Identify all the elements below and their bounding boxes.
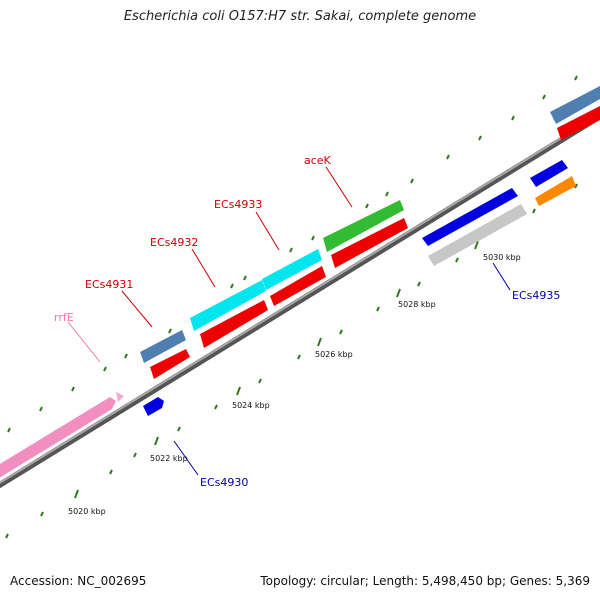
topology-text: Topology: circular; Length: 5,498,450 bp… [260,574,590,588]
kbp-label: 5020 kbp [68,507,106,516]
feature-blue-reverse-small[interactable] [530,160,568,187]
tick-mark [542,94,546,100]
feature-red-cds[interactable] [150,349,190,379]
accession-text: Accession: NC_002695 [10,574,147,588]
leader-ECs4935 [492,262,511,291]
reverse-strand-features [143,160,576,416]
tick-mark [168,328,172,334]
leader-ECs4933 [255,211,280,251]
tick-mark [417,281,421,287]
label-ECs4933: ECs4933 [214,198,262,211]
tick-mark [71,386,75,392]
label-ECs4931: ECs4931 [85,278,133,291]
tick-mark [214,404,218,410]
leader-ECs4932 [191,248,216,288]
feature-orange-reverse[interactable] [535,176,576,206]
feature-ECs4932[interactable] [190,280,266,331]
tick-mark [478,135,482,141]
feature-unlabeled-outer-right[interactable] [550,86,600,124]
tick-mark [7,427,11,433]
forward-strand-features [0,86,600,480]
kbp-label: 5026 kbp [315,350,353,359]
tick-mark [446,154,450,160]
feature-red-cds[interactable] [200,300,268,348]
label-rrfE: rrfE [54,311,74,324]
feature-red-cds[interactable] [331,218,408,268]
kbp-label: 5030 kbp [483,253,521,262]
label-ECs4935: ECs4935 [512,289,560,302]
feature-red-cds[interactable] [270,266,326,306]
outer-tick-ring [7,75,578,433]
tick-mark [133,452,137,458]
tick-mark [410,178,414,184]
feature-blue-reverse[interactable] [422,188,518,246]
tick-mark [339,329,343,335]
tick-mark [532,208,536,214]
tick-mark [574,75,578,81]
tick-mark [474,240,479,250]
inner-tick-ring [5,183,578,539]
tick-mark [124,353,128,359]
kbp-label: 5028 kbp [398,300,436,309]
tick-mark [365,203,369,209]
tick-mark [39,406,43,412]
kbp-scale-labels: 5020 kbp 5022 kbp 5024 kbp 5026 kbp 5028… [68,253,521,516]
label-leaders [67,166,511,476]
kbp-label: 5024 kbp [232,401,270,410]
tick-mark [5,533,9,539]
leader-rrfE [67,321,101,363]
tick-mark [396,288,401,298]
genome-backbone [0,112,600,489]
tick-mark [154,436,159,446]
feature-rrfE-end[interactable] [116,392,124,402]
kbp-label: 5022 kbp [150,454,188,463]
tick-mark [289,247,293,253]
tick-mark [258,378,262,384]
leader-aceK [325,166,353,208]
tick-mark [455,257,459,263]
feature-red-cds[interactable] [557,106,600,140]
genome-backbone-highlight [0,113,600,484]
feature-aceK[interactable] [323,200,404,252]
label-ECs4932: ECs4932 [150,236,198,249]
tick-mark [236,386,241,396]
tick-mark [74,489,79,499]
tick-mark [376,306,380,312]
page-title: Escherichia coli O157:H7 str. Sakai, com… [123,9,477,24]
label-ECs4930: ECs4930 [200,476,248,489]
feature-ECs4933[interactable] [262,249,322,290]
tick-mark [230,283,234,289]
tick-mark [109,469,113,475]
feature-rrfE[interactable] [0,397,116,480]
forward-cds-red-lane [150,106,600,379]
tick-mark [177,426,181,432]
tick-mark [511,115,515,121]
tick-mark [103,366,107,372]
tick-mark [311,235,315,241]
tick-mark [385,191,389,197]
feature-ECs4931[interactable] [140,330,186,363]
tick-mark [297,354,301,360]
feature-ECs4935[interactable] [428,204,527,266]
label-aceK: aceK [304,154,332,167]
feature-labels: rrfE ECs4931 ECs4932 ECs4933 aceK ECs493… [54,154,560,489]
feature-ECs4930[interactable] [143,397,164,416]
leader-ECs4931 [121,290,153,328]
tick-mark [243,275,247,281]
tick-mark [317,337,322,347]
tick-mark [40,511,44,517]
leader-ECs4930 [173,440,199,476]
